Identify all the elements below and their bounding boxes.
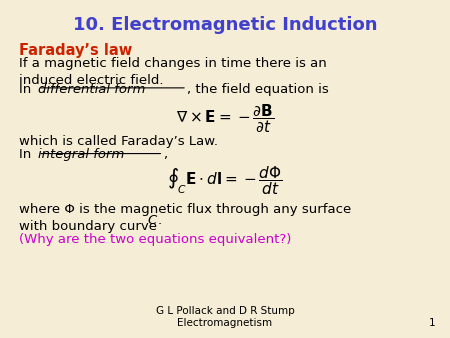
- Text: ,: ,: [163, 148, 167, 161]
- Text: , the field equation is: , the field equation is: [187, 82, 329, 96]
- Text: differential form: differential form: [38, 82, 145, 96]
- Text: In: In: [19, 82, 36, 96]
- Text: where Φ is the magnetic flux through any surface
with boundary curve: where Φ is the magnetic flux through any…: [19, 202, 351, 233]
- Text: G L Pollack and D R Stump
Electromagnetism: G L Pollack and D R Stump Electromagneti…: [156, 306, 294, 328]
- Text: which is called Faraday’s Law.: which is called Faraday’s Law.: [19, 136, 218, 148]
- Text: 10. Electromagnetic Induction: 10. Electromagnetic Induction: [73, 17, 377, 34]
- Text: $\oint_C \mathbf{E} \cdot d\mathbf{l} = -\dfrac{d\Phi}{dt}$: $\oint_C \mathbf{E} \cdot d\mathbf{l} = …: [167, 164, 283, 197]
- Text: If a magnetic field changes in time there is an
induced electric field.: If a magnetic field changes in time ther…: [19, 57, 327, 87]
- Text: In: In: [19, 148, 36, 161]
- Text: integral form: integral form: [38, 148, 125, 161]
- Text: (Why are the two equations equivalent?): (Why are the two equations equivalent?): [19, 233, 292, 246]
- Text: Faraday’s law: Faraday’s law: [19, 43, 133, 58]
- Text: .: .: [158, 214, 162, 227]
- Text: 1: 1: [428, 318, 435, 328]
- Text: C: C: [148, 214, 157, 227]
- Text: $\nabla \times \mathbf{E} = -\dfrac{\partial \mathbf{B}}{\partial t}$: $\nabla \times \mathbf{E} = -\dfrac{\par…: [176, 102, 274, 135]
